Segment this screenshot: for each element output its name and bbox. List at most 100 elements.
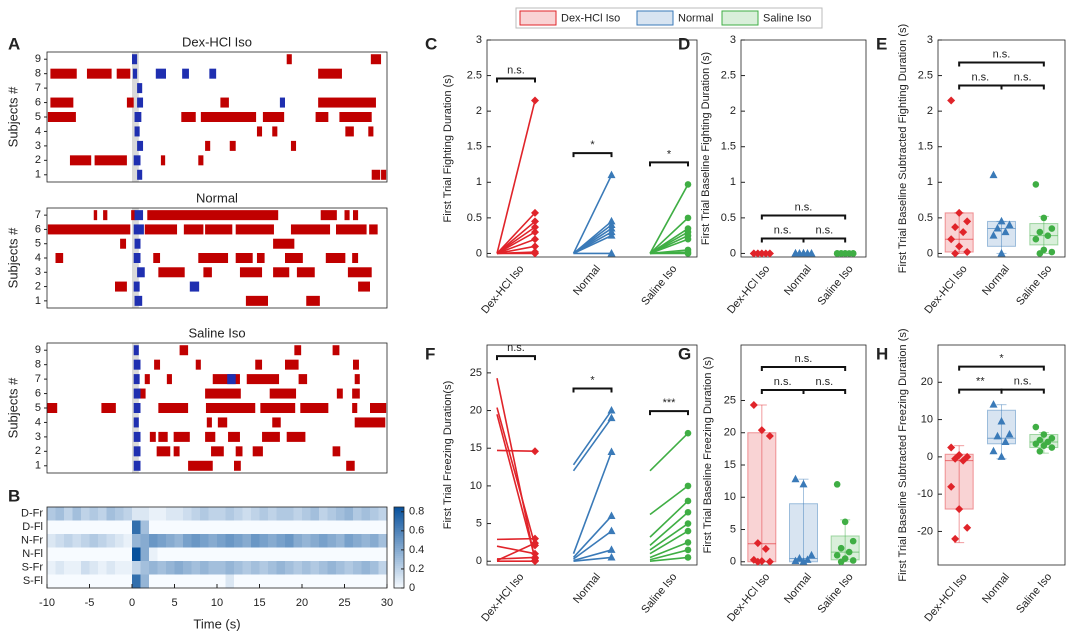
colorbar-step [394, 513, 404, 516]
event [345, 126, 354, 137]
heat-cell [47, 520, 56, 535]
heat-cell [293, 507, 303, 521]
heat-cell [353, 520, 362, 535]
heat-cell [268, 561, 277, 575]
event [132, 68, 138, 79]
event [279, 97, 285, 108]
event [173, 431, 190, 442]
heat-cell [353, 534, 362, 548]
event [183, 224, 204, 235]
heat-cell [344, 507, 354, 521]
colorbar-step [394, 537, 404, 540]
x-tick-label: Normal [782, 571, 814, 606]
y-tick-label: 9 [35, 53, 41, 65]
data-point [959, 228, 968, 237]
data-point [951, 534, 960, 543]
event [285, 359, 299, 370]
colorbar-step [394, 533, 404, 536]
event [347, 267, 372, 278]
data-point [993, 224, 1002, 232]
event [371, 169, 381, 180]
event [318, 97, 376, 108]
trial-point [684, 520, 692, 527]
event [260, 403, 296, 413]
event [344, 210, 350, 221]
heat-cell [140, 520, 150, 535]
heat-cell [191, 520, 201, 535]
data-point [1036, 228, 1044, 236]
heat-cell [293, 520, 303, 535]
x-tick-label: Normal [571, 263, 603, 298]
y-tick-label: 2.5 [467, 69, 482, 81]
heat-cell [217, 547, 226, 562]
paired-line [649, 511, 689, 547]
y-tick-label: 3 [927, 34, 933, 46]
y-tick-label: 10 [470, 480, 482, 492]
event [370, 54, 382, 65]
row-label: S-Fr [22, 562, 44, 574]
heat-cell [370, 507, 379, 521]
event [369, 224, 378, 235]
event [133, 224, 144, 235]
colorbar-step [394, 547, 404, 550]
event [235, 253, 253, 263]
heat-cell [55, 534, 65, 548]
x-tick-label: 5 [171, 597, 177, 609]
heat-cell [115, 547, 124, 562]
trial-point [531, 539, 539, 548]
raster-title: Normal [196, 190, 238, 205]
heat-cell [234, 507, 243, 521]
event [181, 112, 196, 122]
y-axis-label: First Trial Baseline Subtracted Fighting… [897, 24, 909, 273]
plot-frame [46, 207, 388, 309]
event [285, 253, 303, 263]
event [209, 68, 217, 79]
data-point [955, 242, 964, 251]
event [195, 359, 201, 370]
event [133, 388, 141, 399]
heat-cell [98, 507, 107, 521]
colorbar-step [394, 519, 404, 522]
paired-line [649, 541, 689, 559]
trial-point [684, 539, 692, 546]
colorbar-step [394, 557, 404, 561]
colorbar-step [394, 539, 404, 542]
event [339, 112, 372, 122]
event [158, 431, 168, 442]
x-tick-label: Normal [571, 571, 603, 606]
heat-cell [47, 561, 56, 575]
event [273, 267, 290, 278]
x-axis-label: Time (s) [193, 616, 240, 631]
event [286, 431, 306, 442]
heat-cell [208, 547, 218, 562]
panel-letter: D [678, 34, 690, 53]
row-label: D-Fr [21, 508, 43, 520]
significance-bracket [760, 366, 847, 371]
data-point [989, 231, 998, 239]
event [256, 253, 265, 263]
heat-cell [149, 534, 158, 548]
y-tick-label: 0.5 [467, 212, 482, 224]
heat-cell [123, 534, 133, 548]
paired-line [572, 174, 613, 254]
panel-letter: H [876, 344, 888, 363]
significance-bracket [649, 410, 689, 416]
plot-frame [46, 342, 388, 474]
event [133, 359, 141, 370]
heat-cell [132, 520, 141, 535]
event [262, 112, 285, 122]
y-tick-label: 5 [35, 402, 41, 414]
event [332, 446, 341, 457]
y-tick-label: 3 [35, 431, 41, 443]
heat-cell [123, 561, 133, 575]
trial-point [684, 250, 692, 257]
significance-label: n.s. [795, 201, 813, 213]
event [133, 460, 141, 471]
heat-cell [157, 561, 167, 575]
x-tick-label: Saline Iso [1014, 263, 1054, 308]
x-tick-label: Normal [980, 263, 1012, 298]
trial-point [531, 557, 539, 566]
event [160, 155, 166, 166]
heat-cell [242, 561, 252, 575]
